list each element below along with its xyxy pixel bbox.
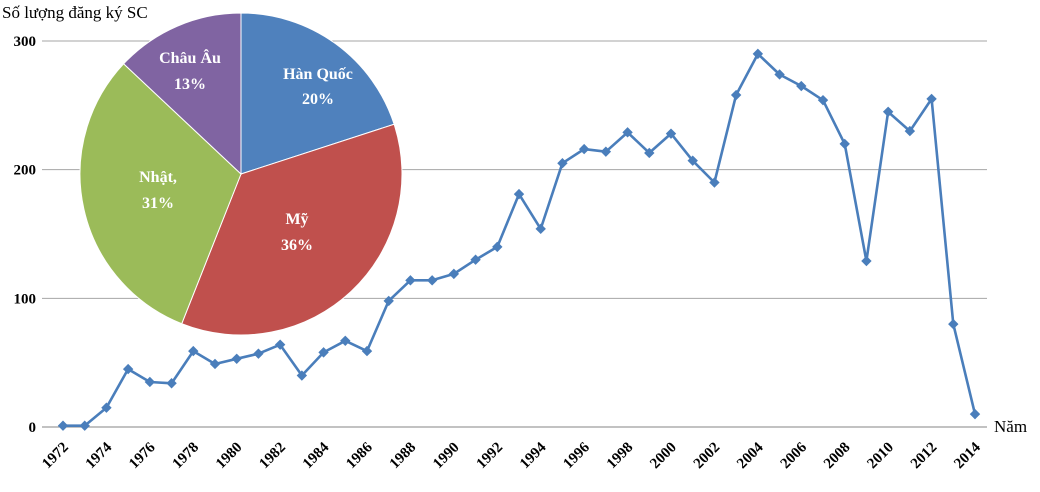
pie-slice <box>122 12 242 176</box>
data-point <box>578 143 590 155</box>
data-point <box>730 89 742 101</box>
data-point <box>361 345 373 357</box>
data-point <box>796 80 807 92</box>
data-point <box>231 353 242 365</box>
y-tick-labels: 0 100 200 300 <box>14 34 37 436</box>
data-point <box>79 420 90 431</box>
data-point <box>274 339 286 350</box>
pie-slice-label: Châu Âu <box>159 48 221 67</box>
data-point <box>904 125 916 137</box>
data-point <box>253 348 264 359</box>
data-point <box>383 295 394 307</box>
data-point <box>166 378 177 389</box>
data-point <box>644 147 655 159</box>
data-point <box>209 358 221 370</box>
pie-chart: Hàn Quốc 20% Mỹ 36% Nhật, 31% Châu Âu 13% <box>79 12 403 336</box>
data-point <box>492 241 503 253</box>
x-axis-title: Năm <box>994 417 1027 436</box>
pie-slice-percent: 36% <box>281 237 313 254</box>
x-tick-label: 2010 <box>864 440 897 473</box>
data-point <box>535 223 546 235</box>
pie-slice-label: Nhật, <box>139 169 177 186</box>
x-tick-label: 1978 <box>170 440 203 473</box>
x-tick-label: 2004 <box>734 439 767 472</box>
data-point <box>57 420 69 431</box>
pie-slice <box>79 63 242 325</box>
x-tick-label: 2014 <box>951 439 984 472</box>
x-tick-labels: 1972 1974 1976 1978 1980 1982 1984 1986 1988 1990… <box>39 439 984 472</box>
pie-slice-percent: 13% <box>174 76 206 93</box>
x-tick-label: 2008 <box>821 440 854 473</box>
pie-slice-label: Hàn Quốc <box>283 66 353 83</box>
x-tick-label: 2002 <box>691 440 724 473</box>
x-tick-label: 1988 <box>387 440 420 473</box>
x-tick-label: 1998 <box>604 440 637 473</box>
y-axis-title: Số lượng đăng ký SC <box>2 3 148 22</box>
x-tick-label: 1974 <box>83 439 116 472</box>
line-series <box>57 48 981 431</box>
data-point <box>144 376 156 388</box>
data-point <box>774 69 785 80</box>
x-tick-label: 1982 <box>256 440 289 473</box>
data-point <box>622 127 633 138</box>
x-tick-label: 1986 <box>343 439 376 472</box>
y-tick-label: 100 <box>14 291 37 307</box>
data-point <box>948 318 959 330</box>
x-tick-label: 2000 <box>647 440 680 473</box>
data-point <box>839 138 850 150</box>
x-tick-label: 2012 <box>908 440 941 473</box>
data-point <box>318 347 329 358</box>
x-tick-label: 1984 <box>300 439 333 472</box>
pie-slice-label: Mỹ <box>285 211 308 228</box>
data-point <box>600 146 612 157</box>
data-point <box>448 268 460 280</box>
data-point <box>101 402 112 413</box>
data-point <box>188 345 199 357</box>
y-tick-label: 0 <box>29 420 37 436</box>
pie-slice <box>181 123 403 336</box>
data-point <box>122 363 134 375</box>
data-point <box>665 128 677 139</box>
data-point <box>861 255 872 267</box>
data-point <box>340 335 351 346</box>
data-point <box>470 254 481 265</box>
data-point <box>557 158 568 169</box>
x-tick-label: 1990 <box>430 440 463 473</box>
data-point <box>926 93 937 105</box>
data-point <box>882 106 894 117</box>
x-tick-label: 1972 <box>39 440 72 473</box>
data-point <box>513 188 525 200</box>
data-point <box>752 48 764 60</box>
x-tick-label: 1996 <box>560 439 593 472</box>
data-point <box>296 370 308 381</box>
y-tick-label: 200 <box>14 163 37 179</box>
data-point <box>426 275 438 286</box>
x-tick-label: 1994 <box>517 439 550 472</box>
x-tick-label: 1992 <box>474 440 507 473</box>
x-tick-label: 1980 <box>213 440 246 473</box>
data-point <box>709 177 720 188</box>
pie-slice-percent: 31% <box>142 195 174 212</box>
data-point <box>405 275 416 286</box>
x-tick-label: 2006 <box>778 439 811 472</box>
pie-slice-percent: 20% <box>302 91 334 108</box>
data-point <box>969 408 981 420</box>
data-point <box>817 94 829 106</box>
x-tick-label: 1976 <box>126 439 159 472</box>
pie-slice <box>240 12 395 175</box>
y-tick-label: 300 <box>14 34 37 50</box>
data-point <box>687 155 698 166</box>
